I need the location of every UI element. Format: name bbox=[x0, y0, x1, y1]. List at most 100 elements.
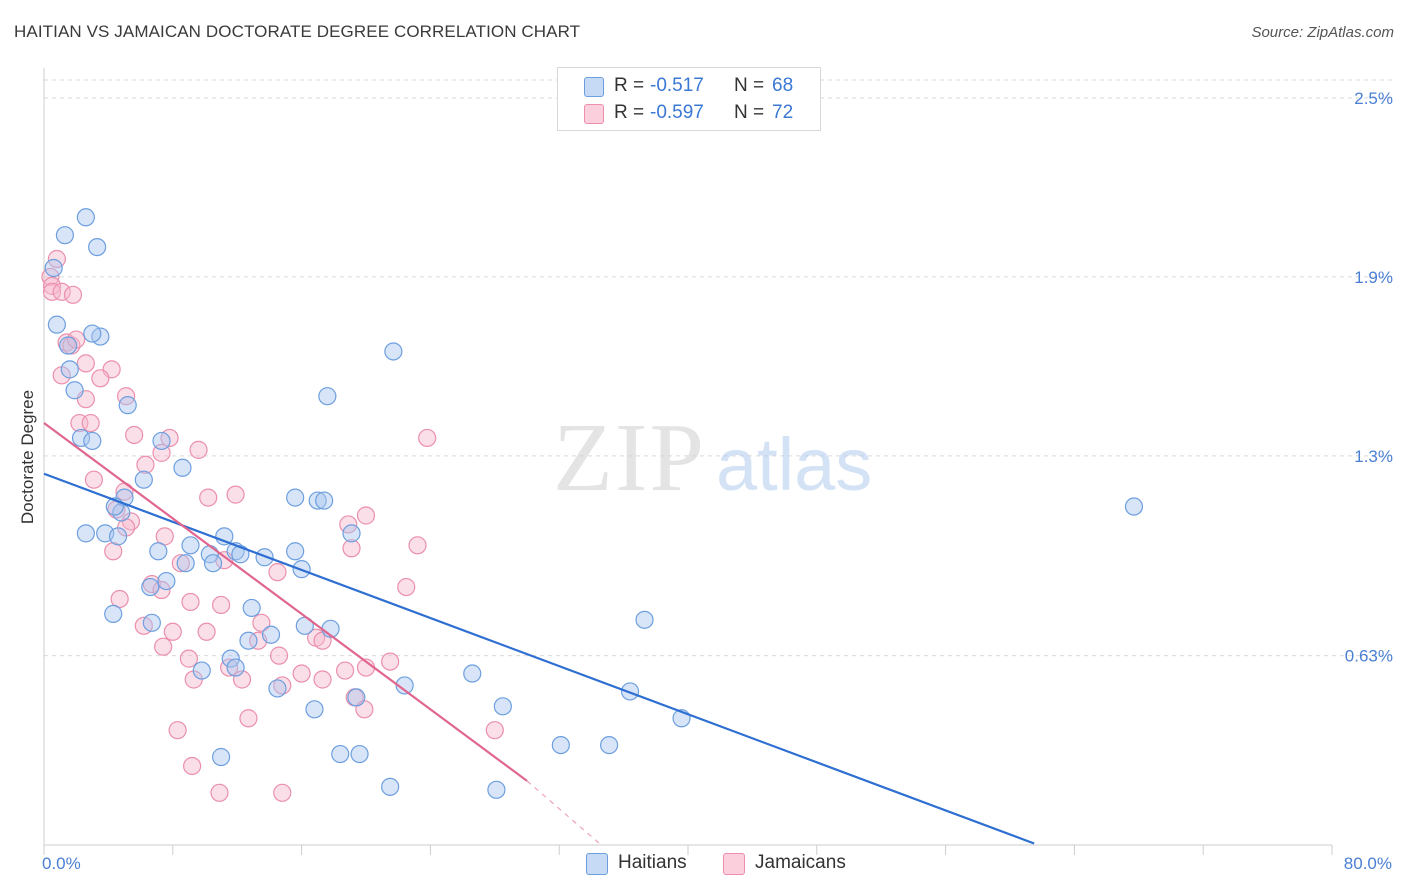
jamaicans-point-68 bbox=[183, 756, 202, 776]
jamaicans-point-38 bbox=[212, 595, 231, 615]
jamaicans-point-41 bbox=[163, 622, 182, 641]
jamaicans-swatch bbox=[584, 104, 604, 124]
haitians-point-13 bbox=[134, 470, 153, 489]
haitians-point-23 bbox=[141, 577, 160, 597]
haitians-n-label: N = bbox=[734, 75, 765, 96]
x-tick-label-min: 0.0% bbox=[42, 854, 81, 873]
jamaicans-point-52 bbox=[154, 637, 173, 656]
haitians-point-11 bbox=[152, 431, 171, 451]
haitians-point-60 bbox=[331, 744, 350, 764]
jamaicans-point-19 bbox=[189, 440, 208, 459]
jamaicans-point-70 bbox=[273, 783, 292, 802]
y-axis-label: Doctorate Degree bbox=[18, 390, 37, 524]
jamaicans-r-label: R = bbox=[614, 102, 645, 123]
jamaicans-point-16 bbox=[81, 413, 100, 433]
haitians-point-62 bbox=[381, 777, 400, 796]
haitians-point-47 bbox=[305, 700, 324, 719]
jamaicans-point-17 bbox=[125, 425, 144, 445]
trend-lines bbox=[43, 422, 1035, 845]
jamaicans-point-66 bbox=[168, 721, 187, 740]
haitians-point-0 bbox=[44, 258, 63, 278]
jamaicans-point-56 bbox=[292, 664, 311, 683]
jamaicans-point-4 bbox=[52, 282, 71, 301]
axes bbox=[43, 68, 1333, 855]
gridlines bbox=[44, 79, 1392, 657]
jamaicans-point-25 bbox=[226, 485, 245, 504]
haitians-point-45 bbox=[226, 658, 245, 677]
haitians-point-18 bbox=[108, 527, 128, 546]
jamaicans-trend-line bbox=[43, 422, 528, 782]
jamaicans-point-39 bbox=[252, 613, 271, 632]
chart-title: HAITIAN VS JAMAICAN DOCTORATE DEGREE COR… bbox=[14, 22, 581, 41]
haitians-point-51 bbox=[493, 697, 512, 716]
y-tick-label-0: 0.63% bbox=[1345, 647, 1393, 666]
haitians-legend-swatch bbox=[586, 853, 608, 875]
jamaicans-point-3 bbox=[42, 282, 62, 301]
haitians-point-43 bbox=[192, 661, 211, 680]
haitians-trend-line bbox=[43, 472, 1035, 845]
haitians-point-7 bbox=[65, 381, 84, 400]
jamaicans-r-value: -0.597 bbox=[650, 102, 704, 123]
haitians-point-46 bbox=[268, 679, 287, 698]
watermark-zip: ZIP bbox=[553, 404, 706, 512]
haitians-point-6 bbox=[60, 360, 79, 379]
jamaicans-point-71 bbox=[418, 428, 437, 448]
haitians-point-56 bbox=[635, 610, 654, 629]
watermark-atlas: atlas bbox=[716, 423, 872, 506]
haitians-point-32 bbox=[315, 491, 334, 510]
source-attribution: Source: ZipAtlas.com bbox=[1251, 24, 1394, 41]
jamaicans-point-69 bbox=[210, 783, 229, 802]
jamaicans-point-5 bbox=[63, 285, 83, 304]
haitians-point-63 bbox=[487, 780, 506, 799]
haitians-point-3 bbox=[47, 315, 66, 334]
correlation-legend: R = -0.517 N = 68 R = -0.597 N = 72 bbox=[557, 67, 821, 131]
haitians-point-61 bbox=[350, 744, 369, 764]
haitians-point-27 bbox=[231, 545, 250, 564]
jamaicans-point-9 bbox=[76, 354, 95, 373]
haitians-point-49 bbox=[395, 676, 414, 695]
series-jamaicans bbox=[41, 249, 504, 802]
jamaicans-point-67 bbox=[239, 709, 258, 728]
jamaicans-point-49 bbox=[408, 536, 427, 555]
jamaicans-point-36 bbox=[152, 580, 171, 600]
jamaicans-point-62 bbox=[273, 676, 292, 695]
y-tick-label-1: 1.3% bbox=[1354, 447, 1393, 466]
haitians-point-33 bbox=[342, 524, 361, 543]
jamaicans-point-63 bbox=[313, 670, 332, 689]
jamaicans-legend-swatch bbox=[723, 853, 745, 875]
haitians-point-20 bbox=[149, 542, 168, 561]
haitians-point-67 bbox=[83, 324, 102, 343]
haitians-point-37 bbox=[203, 554, 223, 573]
haitians-point-16 bbox=[76, 524, 95, 543]
jamaicans-legend-label: Jamaicans bbox=[755, 852, 846, 873]
haitians-r-value: -0.517 bbox=[650, 75, 704, 96]
jamaicans-point-48 bbox=[356, 506, 376, 525]
y-tick-label-3: 2.5% bbox=[1354, 89, 1393, 108]
jamaicans-point-2 bbox=[42, 276, 62, 295]
haitians-point-38 bbox=[242, 598, 261, 618]
jamaicans-point-42 bbox=[197, 622, 216, 641]
haitians-point-10 bbox=[83, 431, 102, 451]
haitians-point-54 bbox=[551, 735, 570, 755]
haitians-point-4 bbox=[59, 336, 78, 355]
y-tick-labels: 0.63% 1.3% 1.9% 2.5% bbox=[1345, 89, 1393, 666]
haitians-point-52 bbox=[384, 342, 403, 361]
jamaicans-point-33 bbox=[268, 563, 287, 582]
haitians-point-44 bbox=[221, 649, 240, 668]
haitians-point-48 bbox=[347, 688, 366, 707]
haitians-point-40 bbox=[239, 631, 258, 650]
jamaicans-point-31 bbox=[171, 554, 190, 573]
haitians-point-8 bbox=[118, 396, 137, 415]
haitians-point-36 bbox=[104, 604, 123, 623]
haitians-point-2 bbox=[88, 238, 107, 257]
jamaicans-point-55 bbox=[269, 646, 289, 665]
haitians-point-25 bbox=[181, 536, 200, 555]
haitians-swatch bbox=[584, 77, 604, 97]
jamaicans-point-46 bbox=[342, 539, 361, 558]
haitians-point-12 bbox=[173, 458, 192, 477]
haitians-point-66 bbox=[76, 208, 95, 227]
jamaicans-point-21 bbox=[136, 455, 155, 474]
jamaicans-point-37 bbox=[181, 592, 200, 612]
jamaicans-point-34 bbox=[142, 574, 161, 594]
jamaicans-point-50 bbox=[397, 577, 416, 597]
